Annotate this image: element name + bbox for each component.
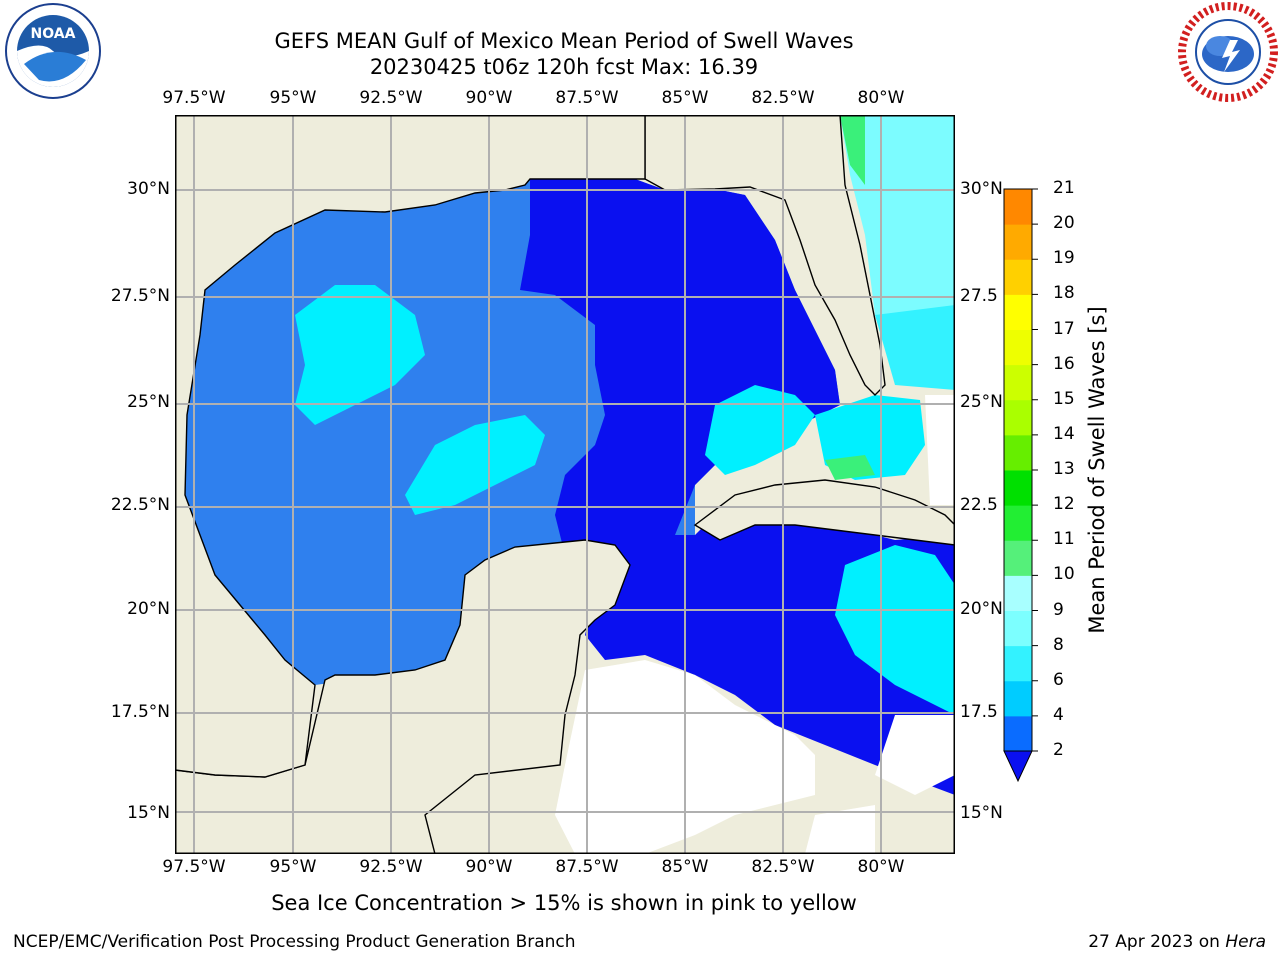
colorbar-tick-label: 6 (1053, 669, 1064, 690)
colorbar-tick-label: 14 (1053, 423, 1075, 444)
lat-label-left: 25°N (127, 392, 170, 412)
lon-label-top: 92.5°W (359, 88, 423, 108)
lat-label-left: 30°N (127, 179, 170, 199)
cyan-patch-straits (705, 385, 815, 475)
lat-label-right: 17.5 (960, 702, 998, 722)
colorbar-segment (1004, 294, 1032, 330)
gulf-map (175, 115, 955, 854)
map-subtitle: 20230425 t06z 120h fcst Max: 16.39 (369, 55, 759, 79)
lat-label-left: 22.5°N (110, 495, 170, 515)
lat-label-left: 17.5°N (110, 702, 170, 722)
colorbar-tick-label: 9 (1053, 599, 1064, 620)
colorbar-tick-label: 4 (1053, 704, 1064, 725)
colorbar-tick-label: 10 (1053, 564, 1075, 585)
lon-label-bottom: 87.5°W (555, 857, 619, 877)
lon-label-bottom: 80°W (857, 857, 905, 877)
lon-label-top: 82.5°W (751, 88, 815, 108)
colorbar-segment (1004, 680, 1032, 717)
lon-label-bottom: 90°W (465, 857, 513, 877)
lon-label-bottom: 92.5°W (359, 857, 423, 877)
machine-name: Hera (1225, 932, 1266, 952)
lon-label-top: 95°W (269, 88, 317, 108)
colorbar-tick-label: 18 (1053, 283, 1075, 304)
lat-label-right: 22.5 (960, 495, 998, 515)
cyan-patch-central (405, 415, 545, 515)
lon-label-top: 90°W (465, 88, 513, 108)
colorbar-tick-label: 2 (1053, 740, 1064, 760)
lat-label-right: 15°N (960, 803, 1003, 823)
nws-logo (1178, 2, 1278, 102)
colorbar-segment (1004, 224, 1032, 260)
map-title: GEFS MEAN Gulf of Mexico Mean Period of … (274, 29, 854, 53)
colorbar-extend-arrow (1003, 750, 1033, 783)
lat-label-right: 30°N (960, 179, 1003, 199)
colorbar-label: Mean Period of Swell Waves [s] (1085, 306, 1109, 634)
colorbar (1003, 188, 1038, 783)
colorbar-segment (1004, 364, 1032, 401)
lat-label-right: 25°N (960, 392, 1003, 412)
lat-label-left: 15°N (127, 803, 170, 823)
cyan-patch-west (295, 285, 425, 425)
lat-label-right: 20°N (960, 599, 1003, 619)
grid-lines (175, 115, 954, 853)
deep-blue-region (520, 179, 840, 585)
sea-ice-note: Sea Ice Concentration > 15% is shown in … (271, 891, 857, 915)
lon-label-bottom: 82.5°W (751, 857, 815, 877)
colorbar-tick-label: 15 (1053, 388, 1075, 409)
colorbar-tick-label: 11 (1053, 529, 1075, 550)
lat-label-left: 27.5°N (110, 286, 170, 306)
colorbar-tick-label: 21 (1053, 178, 1075, 198)
colorbar-tick-label: 12 (1053, 494, 1075, 515)
colorbar-segment (1004, 434, 1032, 471)
lon-label-bottom: 95°W (269, 857, 317, 877)
lon-label-top: 85°W (661, 88, 709, 108)
us-coast-land (175, 115, 646, 778)
generation-date: 27 Apr 2023 on Hera (1088, 932, 1266, 952)
colorbar-tick-label: 16 (1053, 353, 1075, 374)
colorbar-tick-label: 8 (1053, 634, 1064, 655)
cyan-patch-caribbean (835, 545, 954, 715)
lon-label-bottom: 97.5°W (162, 857, 226, 877)
producer-credit: NCEP/EMC/Verification Post Processing Pr… (13, 932, 576, 952)
colorbar-segment (1004, 505, 1032, 541)
cuba-land (693, 479, 954, 546)
colorbar-segment (1004, 540, 1032, 576)
colorbar-segment (1004, 189, 1032, 225)
colorbar-tick-label: 19 (1053, 248, 1075, 269)
colorbar-segment (1004, 399, 1032, 436)
noaa-logo: NOAA (5, 3, 101, 99)
cyan-patch-atlantic (840, 115, 954, 365)
svg-text:NOAA: NOAA (31, 26, 76, 42)
colorbar-tick-label: 17 (1053, 318, 1075, 339)
lat-label-left: 20°N (127, 599, 170, 619)
florida-land (644, 115, 886, 396)
colorbar-segment (1004, 645, 1032, 682)
colorbar-tick-label: 20 (1053, 213, 1075, 234)
colorbar-tick-label: 13 (1053, 459, 1075, 479)
colorbar-segment (1004, 610, 1032, 647)
yucatan-land (175, 539, 631, 853)
lon-label-top: 87.5°W (555, 88, 619, 108)
lon-label-top: 80°W (857, 88, 905, 108)
lat-label-right: 27.5 (960, 286, 998, 306)
colorbar-segment (1004, 575, 1032, 611)
colorbar-segment (1004, 329, 1032, 366)
lon-label-top: 97.5°W (162, 88, 226, 108)
generation-date-text: 27 Apr 2023 on (1088, 932, 1220, 952)
lon-label-bottom: 85°W (661, 857, 709, 877)
colorbar-segment (1004, 259, 1032, 295)
colorbar-segment (1004, 470, 1032, 506)
colorbar-segment (1004, 715, 1032, 752)
